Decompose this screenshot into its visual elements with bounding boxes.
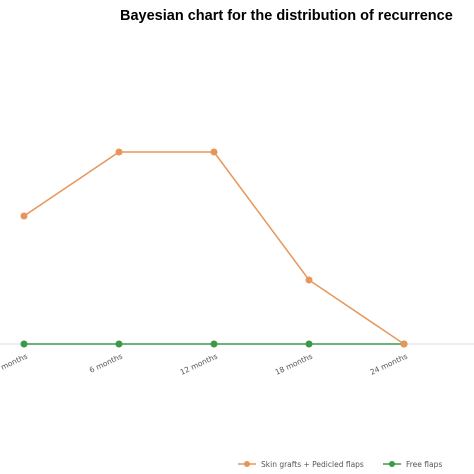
data-point-free-flaps[interactable] xyxy=(210,340,218,348)
series-layer xyxy=(20,148,408,348)
x-tick-label: 24 months xyxy=(369,352,409,377)
series-line-skin-grafts xyxy=(23,151,405,345)
data-point-skin-grafts[interactable] xyxy=(210,148,218,156)
x-tick-label: 12 months xyxy=(179,352,219,377)
series-skin-grafts xyxy=(20,148,408,348)
legend-label-free-flaps: Free flaps xyxy=(406,460,442,469)
data-point-free-flaps[interactable] xyxy=(305,340,313,348)
x-tick-label: 18 months xyxy=(274,352,314,377)
data-point-skin-grafts[interactable] xyxy=(115,148,123,156)
legend-item-skin-grafts[interactable]: Skin grafts + Pedicled flaps xyxy=(238,460,364,469)
data-point-free-flaps[interactable] xyxy=(115,340,123,348)
legend-swatch-dot-skin-grafts xyxy=(244,461,250,467)
data-point-free-flaps[interactable] xyxy=(20,340,28,348)
series-free-flaps xyxy=(20,340,408,348)
x-tick-labels: 3 months 6 months 12 months 18 months 24 mon… xyxy=(0,352,409,377)
legend-swatch-dot-free-flaps xyxy=(389,461,395,467)
legend-label-skin-grafts: Skin grafts + Pedicled flaps xyxy=(261,460,364,469)
data-point-skin-grafts[interactable] xyxy=(20,212,28,220)
legend-item-free-flaps[interactable]: Free flaps xyxy=(383,460,442,469)
x-tick-label: 6 months xyxy=(88,352,124,375)
x-tick-label: 3 months xyxy=(0,352,29,375)
data-point-skin-grafts[interactable] xyxy=(305,276,313,284)
data-point-skin-grafts[interactable] xyxy=(400,340,408,348)
legend: Skin grafts + Pedicled flaps Free flaps xyxy=(238,460,442,469)
chart-title: Bayesian chart for the distribution of r… xyxy=(120,8,453,24)
